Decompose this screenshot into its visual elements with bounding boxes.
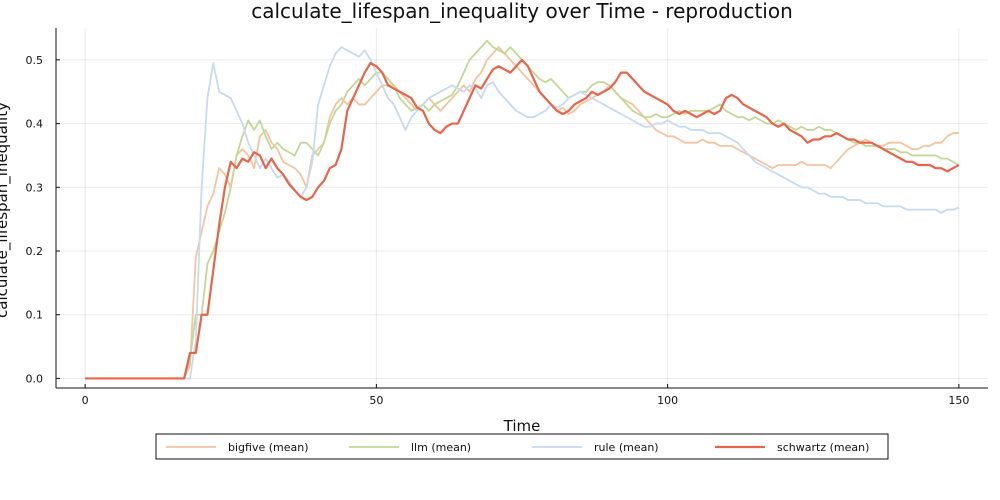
series-line-schwartz	[85, 58, 960, 380]
y-tick-label: 0.1	[26, 309, 44, 322]
x-axis-label: Time	[503, 417, 541, 435]
legend-label: rule (mean)	[594, 441, 659, 454]
legend-item: rule (mean)	[532, 441, 659, 454]
legend-box	[155, 433, 889, 460]
series-line-llm	[85, 39, 960, 380]
legend-label: llm (mean)	[411, 441, 471, 454]
x-tick-label: 150	[948, 394, 969, 407]
legend-item: llm (mean)	[349, 441, 471, 454]
x-tick-label: 100	[657, 394, 678, 407]
grid	[56, 28, 988, 388]
y-tick-label: 0.5	[26, 54, 44, 67]
y-tick-label: 0.2	[26, 245, 44, 258]
y-tick-label: 0.0	[26, 372, 44, 385]
legend-label: bigfive (mean)	[228, 441, 309, 454]
x-tick-label: 50	[369, 394, 383, 407]
legend-item: schwartz (mean)	[715, 441, 869, 454]
y-tick-label: 0.3	[26, 181, 44, 194]
ticks: 0 50 100 150 0.0 0.1 0.2 0.3 0.4 0.5	[26, 54, 970, 407]
series-line-rule	[85, 46, 960, 380]
series-line-bigfive	[85, 46, 959, 380]
chart-title: calculate_lifespan_inequality over Time …	[251, 0, 793, 23]
y-axis-label: calculate_lifespan_inequality	[0, 102, 12, 318]
y-tick-label: 0.4	[26, 118, 44, 131]
axes	[55, 28, 988, 389]
legend: bigfive (mean) llm (mean) rule (mean) schwa…	[155, 433, 889, 460]
series-lines	[85, 39, 960, 380]
x-tick-label: 0	[82, 394, 89, 407]
legend-item: bigfive (mean)	[166, 441, 309, 454]
legend-label: schwartz (mean)	[777, 441, 869, 454]
